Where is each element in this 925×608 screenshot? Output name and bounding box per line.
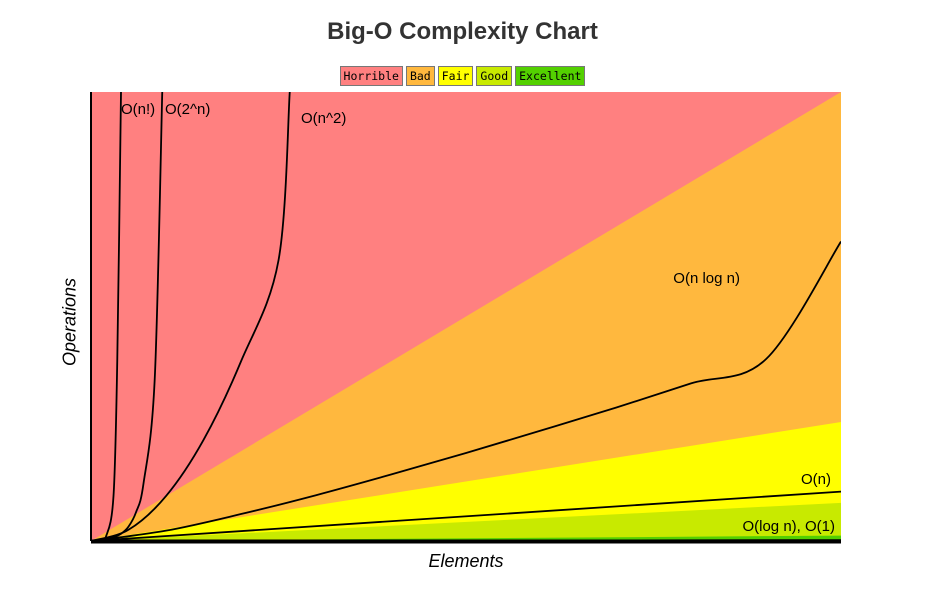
y-axis-label: Operations: [59, 277, 80, 367]
legend-item-fair: Fair: [437, 66, 474, 86]
series-line-o-log-n-o-1: [91, 539, 841, 541]
series-label-o-log-n-o-1: O(log n), O(1): [742, 518, 835, 535]
legend-item-good: Good: [476, 66, 513, 86]
legend: Horrible Bad Fair Good Excellent: [0, 66, 925, 86]
series-label-o-2-n: O(2^n): [165, 101, 210, 118]
region-good: [91, 502, 841, 541]
series-line-o-n-log-n: [91, 241, 841, 541]
series-label-o-n: O(n!): [121, 101, 155, 118]
series-line-o-n: [91, 490, 841, 541]
region-bad: [91, 92, 841, 541]
x-axis-label: Elements: [428, 551, 504, 571]
legend-item-horrible: Horrible: [339, 66, 403, 86]
chart-title: Big-O Complexity Chart: [327, 18, 598, 45]
series-label-o-n: O(n): [801, 471, 831, 488]
legend-item-bad: Bad: [405, 66, 435, 86]
series-label-o-n-2: O(n^2): [301, 110, 346, 127]
series-label-o-n-log-n: O(n log n): [673, 270, 740, 287]
legend-item-excellent: Excellent: [515, 66, 586, 86]
region-fair: [91, 422, 841, 541]
series-line-o-n-2: [91, 92, 291, 541]
